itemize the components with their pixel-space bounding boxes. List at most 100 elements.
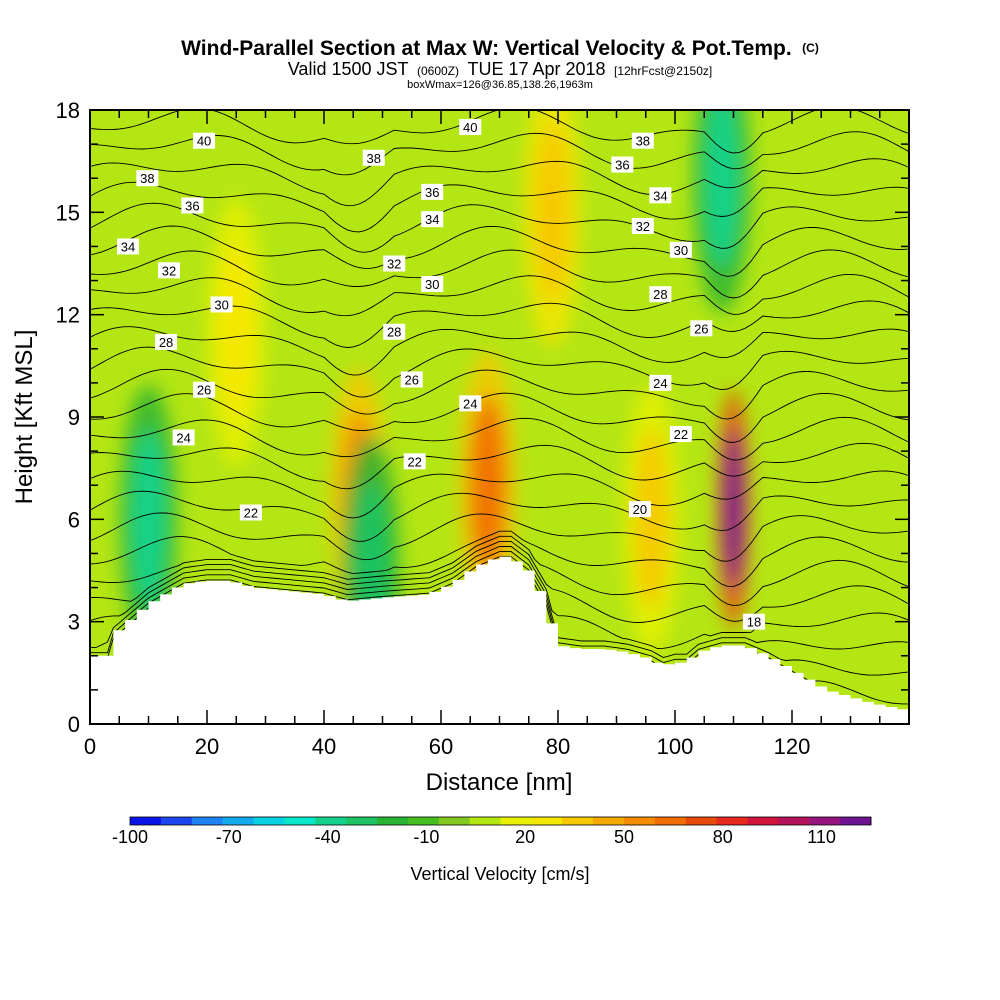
chart-subtitle: Valid 1500 JST (0600Z) TUE 17 Apr 2018 […: [288, 59, 712, 79]
contour-label-box: [157, 262, 180, 279]
w-feature-core: [130, 429, 167, 610]
colorbar-swatch: [407, 817, 440, 825]
contour-label-text: 32: [636, 219, 650, 234]
x-tick-label: 0: [84, 734, 96, 759]
contour-label: 32: [157, 262, 180, 279]
contour-label-box: [383, 323, 406, 340]
x-tick-label: 100: [657, 734, 694, 759]
contour-label: 24: [649, 374, 672, 391]
contour-label-box: [631, 217, 654, 234]
subtitle-zulu: (0600Z): [417, 64, 459, 78]
theta-contour-line: [90, 368, 909, 420]
contour-label-text: 28: [159, 335, 173, 350]
colorbar-tick-label: -40: [315, 827, 341, 847]
theta-contour-line: [90, 512, 909, 562]
colorbar-swatch: [562, 817, 594, 825]
y-tick-label: 3: [68, 610, 80, 635]
contour-label: 18: [742, 613, 765, 630]
theta-contour-line: [90, 273, 909, 317]
contour-label: 34: [421, 211, 444, 228]
colorbar-swatch: [809, 817, 841, 825]
contour-label: 38: [362, 149, 385, 166]
contour-label-text: 28: [387, 325, 401, 340]
colorbar-tick-label: 50: [614, 827, 634, 847]
contour-label-text: 20: [633, 502, 647, 517]
theta-contour-line: [90, 470, 909, 519]
colorbar: -100 -70 -40 -10 20 50 80 110: [112, 816, 872, 847]
contour-label-text: 30: [674, 243, 688, 258]
contour-label-text: 22: [674, 427, 688, 442]
contour-label: 28: [649, 286, 672, 303]
chart-title-suffix: (C): [802, 41, 819, 55]
contour-label-text: 22: [407, 454, 421, 469]
contour-label-text: 34: [425, 212, 439, 227]
contour-label: 26: [193, 381, 216, 398]
colorbar-label: Vertical Velocity [cm/s]: [410, 864, 589, 884]
contour-label-box: [383, 255, 406, 272]
colorbar-swatch: [716, 817, 748, 825]
x-tick-label: 80: [546, 734, 570, 759]
y-axis-label: Height [Kft MSL]: [11, 330, 38, 505]
colorbar-frame: [129, 816, 872, 826]
contour-label-text: 24: [463, 396, 477, 411]
contour-label: 24: [172, 429, 195, 446]
contour-label-box: [649, 187, 672, 204]
contour-label-text: 24: [176, 430, 190, 445]
colorbar-swatch: [469, 817, 501, 825]
chart-title: Wind-Parallel Section at Max W: Vertical…: [181, 37, 819, 60]
contour-label-text: 36: [615, 158, 629, 173]
theta-contour-line: [90, 490, 909, 542]
contour-label: 34: [117, 238, 140, 255]
colorbar-swatch: [778, 817, 810, 825]
contour-label-text: 26: [197, 383, 211, 398]
contour-label-text: 30: [214, 297, 228, 312]
theta-contour-line: [90, 110, 909, 154]
contour-label: 22: [669, 426, 692, 443]
contour-label: 30: [421, 275, 444, 292]
colorbar-swatch: [315, 817, 347, 825]
colorbar-swatch: [284, 817, 316, 825]
x-axis: 0 20 40 60 80 100 120: [84, 110, 910, 759]
contour-label-text: 28: [653, 287, 667, 302]
contour-label: 32: [383, 255, 406, 272]
theta-contour-line: [90, 551, 909, 658]
contour-label-box: [421, 183, 444, 200]
colorbar-swatch: [160, 817, 193, 825]
y-tick-label: 0: [68, 712, 80, 737]
contour-label: 20: [628, 501, 651, 518]
contour-label-text: 24: [653, 376, 667, 391]
colorbar-tick-label: -10: [413, 827, 439, 847]
contour-label: 22: [403, 453, 426, 470]
theta-contour-line: [90, 546, 909, 650]
colorbar-swatch: [191, 817, 224, 825]
colorbar-swatch: [840, 817, 872, 825]
contour-label-box: [117, 238, 140, 255]
colorbar-swatch: [531, 817, 563, 825]
theta-contour-line: [90, 530, 909, 587]
theta-contour-line: [90, 202, 909, 253]
contour-label-box: [649, 286, 672, 303]
contour-label-box: [669, 241, 692, 258]
contour-label: 24: [459, 395, 482, 412]
colorbar-swatch: [438, 817, 471, 825]
contour-label-box: [421, 211, 444, 228]
plot-area: 40 38 36 34 32 30 28 26 24 22 40 38 36 34 32 30 28 26 24 22…: [90, 110, 909, 724]
contour-label-box: [239, 504, 262, 521]
contour-label-box: [193, 381, 216, 398]
x-axis-label: Distance [nm]: [426, 769, 573, 796]
contour-label: 40: [459, 119, 482, 136]
w-feature-core: [703, 110, 740, 269]
contour-label-box: [403, 453, 426, 470]
w-feature-core: [633, 429, 670, 610]
contour-label: 36: [421, 183, 444, 200]
contour-label-box: [210, 296, 233, 313]
subtitle-valid: Valid 1500 JST: [288, 59, 409, 79]
contour-label: 38: [631, 132, 654, 149]
colorbar-swatch: [624, 817, 656, 825]
contour-label-box: [172, 429, 195, 446]
w-feature-core: [723, 429, 744, 590]
colorbar-tick-label: 20: [515, 827, 535, 847]
contour-label: 30: [669, 241, 692, 258]
contour-label-box: [628, 501, 651, 518]
